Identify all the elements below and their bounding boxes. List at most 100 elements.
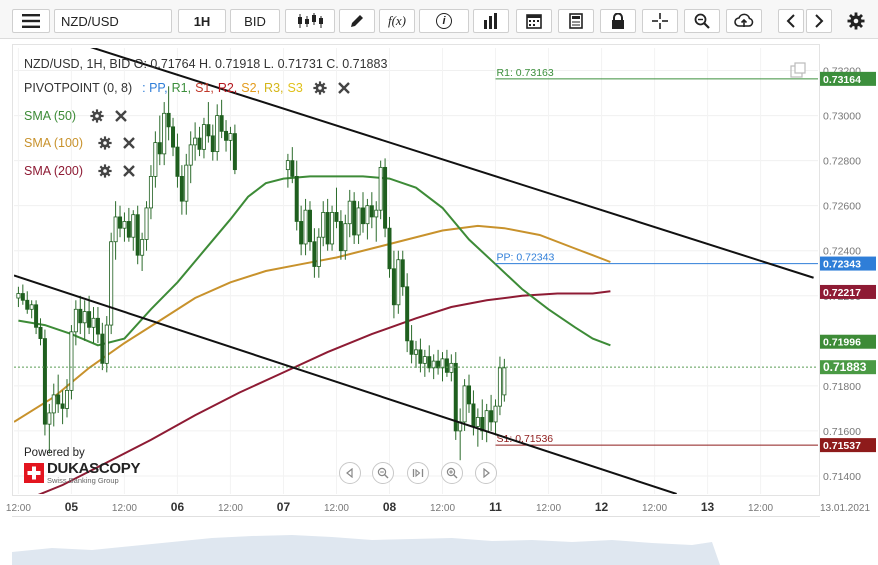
candle-body	[431, 360, 436, 369]
candle-body	[449, 362, 454, 373]
price-side-selector[interactable]: BID	[230, 9, 280, 33]
candle-body	[489, 410, 494, 423]
candle-body	[299, 221, 304, 245]
expand-icon[interactable]	[790, 62, 806, 78]
pivot-lines: R1: 0.73163 PP: 0.72343 S1: 0.71536	[14, 67, 818, 446]
x-tick-label: 07	[277, 500, 291, 514]
symbol-label: NZD/USD	[61, 13, 119, 29]
chart-frame[interactable]	[12, 44, 820, 496]
pivot-indicator: PIVOTPOINT (0, 8) : PP, R1, S1, R2, S2, …	[24, 81, 351, 95]
candle-body	[193, 137, 198, 146]
indicators-button[interactable]: f(x)	[379, 9, 415, 33]
brand-tagline: Swiss Banking Group	[47, 476, 119, 485]
branding: Powered by DUKASCOPY Swiss Banking Group	[24, 447, 140, 485]
candle-body	[413, 349, 418, 355]
chart-toolbar: NZD/USD 1H BID f(x) i	[0, 0, 878, 39]
x-tick-label: 05	[65, 500, 79, 514]
hamburger-icon	[22, 14, 40, 28]
candle-body	[131, 214, 136, 238]
navigator-strip[interactable]	[12, 516, 820, 565]
candle-body	[396, 259, 401, 306]
zoom-out-button[interactable]	[372, 462, 394, 484]
timeframe-selector[interactable]: 1H	[178, 9, 226, 33]
y-tick-label: 0.72600	[823, 201, 861, 213]
bar-chart-button[interactable]	[473, 9, 509, 33]
upload-button[interactable]	[726, 9, 762, 33]
x-tick-label: 12:00	[536, 503, 561, 514]
sma50-settings-icon[interactable]	[90, 109, 104, 123]
trendline-1[interactable]	[58, 37, 814, 279]
calendar-icon	[526, 14, 542, 29]
candle-body	[175, 146, 180, 177]
candle-body	[374, 209, 379, 218]
reset-zoom-button[interactable]	[407, 462, 429, 484]
scroll-right-button[interactable]	[806, 9, 832, 33]
sma200-indicator: SMA (200)	[24, 164, 136, 178]
chart-type-button[interactable]	[285, 9, 335, 33]
zoom-in-button[interactable]	[441, 462, 463, 484]
x-tick-label: 13	[701, 500, 715, 514]
triangle-right-icon	[483, 468, 490, 478]
candle-body	[409, 340, 414, 355]
lock-button[interactable]	[600, 9, 636, 33]
price-badge-pp: 0.72343	[823, 259, 861, 271]
pivot-label: PIVOTPOINT (0, 8)	[24, 81, 133, 95]
candle-body	[148, 175, 153, 209]
candle-body	[307, 209, 312, 243]
symbol-selector[interactable]: NZD/USD	[54, 9, 172, 33]
candle-body	[334, 212, 339, 222]
value-badge: 0.72217	[823, 287, 861, 299]
trendlines	[14, 37, 814, 494]
candle-body	[467, 385, 472, 405]
pivot-legend-r2: R2,	[217, 81, 238, 95]
pivot-remove-icon[interactable]	[337, 81, 351, 95]
candle-body	[113, 216, 118, 243]
sma200-settings-icon[interactable]	[98, 164, 112, 178]
candle-body	[440, 358, 445, 369]
function-icon: f(x)	[387, 13, 407, 28]
y-tick-label: 0.71400	[823, 471, 861, 483]
crosshair-icon	[652, 13, 668, 29]
sma100-settings-icon[interactable]	[98, 136, 112, 150]
price-side-label: BID	[244, 13, 266, 29]
x-tick-label: 12	[595, 500, 609, 514]
zoom-button[interactable]	[684, 9, 720, 33]
zoom-out-icon	[377, 467, 389, 479]
x-tick-label: 12:00	[642, 503, 667, 514]
candle-body	[100, 333, 105, 364]
candle-body	[140, 239, 145, 256]
candle-body	[91, 317, 96, 328]
trendline-2[interactable]	[14, 274, 677, 494]
pivot-settings-icon[interactable]	[313, 81, 327, 95]
pan-right-button[interactable]	[475, 462, 497, 484]
price-badge-r1: 0.73164	[823, 74, 861, 86]
candle-body	[360, 207, 365, 225]
sma200-remove-icon[interactable]	[122, 164, 136, 178]
sma50-remove-icon[interactable]	[114, 109, 128, 123]
news-button[interactable]	[558, 9, 594, 33]
settings-button[interactable]	[842, 9, 870, 33]
menu-button[interactable]	[12, 9, 50, 33]
x-tick-label: 11	[489, 500, 502, 514]
candle-body	[228, 133, 233, 141]
candle-body	[87, 311, 92, 328]
document-icon	[569, 13, 583, 29]
candle-body	[82, 311, 87, 324]
candle-body	[418, 349, 423, 364]
candle-body	[157, 142, 162, 155]
drawing-tool-button[interactable]	[339, 9, 375, 33]
candle-body	[20, 293, 25, 301]
pencil-icon	[351, 15, 363, 27]
candle-body	[166, 112, 171, 128]
info-button[interactable]: i	[419, 9, 469, 33]
sma100-remove-icon[interactable]	[122, 136, 136, 150]
calendar-button[interactable]	[516, 9, 552, 33]
crosshair-button[interactable]	[642, 9, 678, 33]
candle-body	[347, 200, 352, 225]
pan-left-button[interactable]	[339, 462, 361, 484]
scroll-left-button[interactable]	[778, 9, 804, 33]
triangle-left-icon	[346, 468, 353, 478]
pivot-legend-s3: S3	[287, 81, 303, 95]
candle-body	[285, 160, 290, 171]
